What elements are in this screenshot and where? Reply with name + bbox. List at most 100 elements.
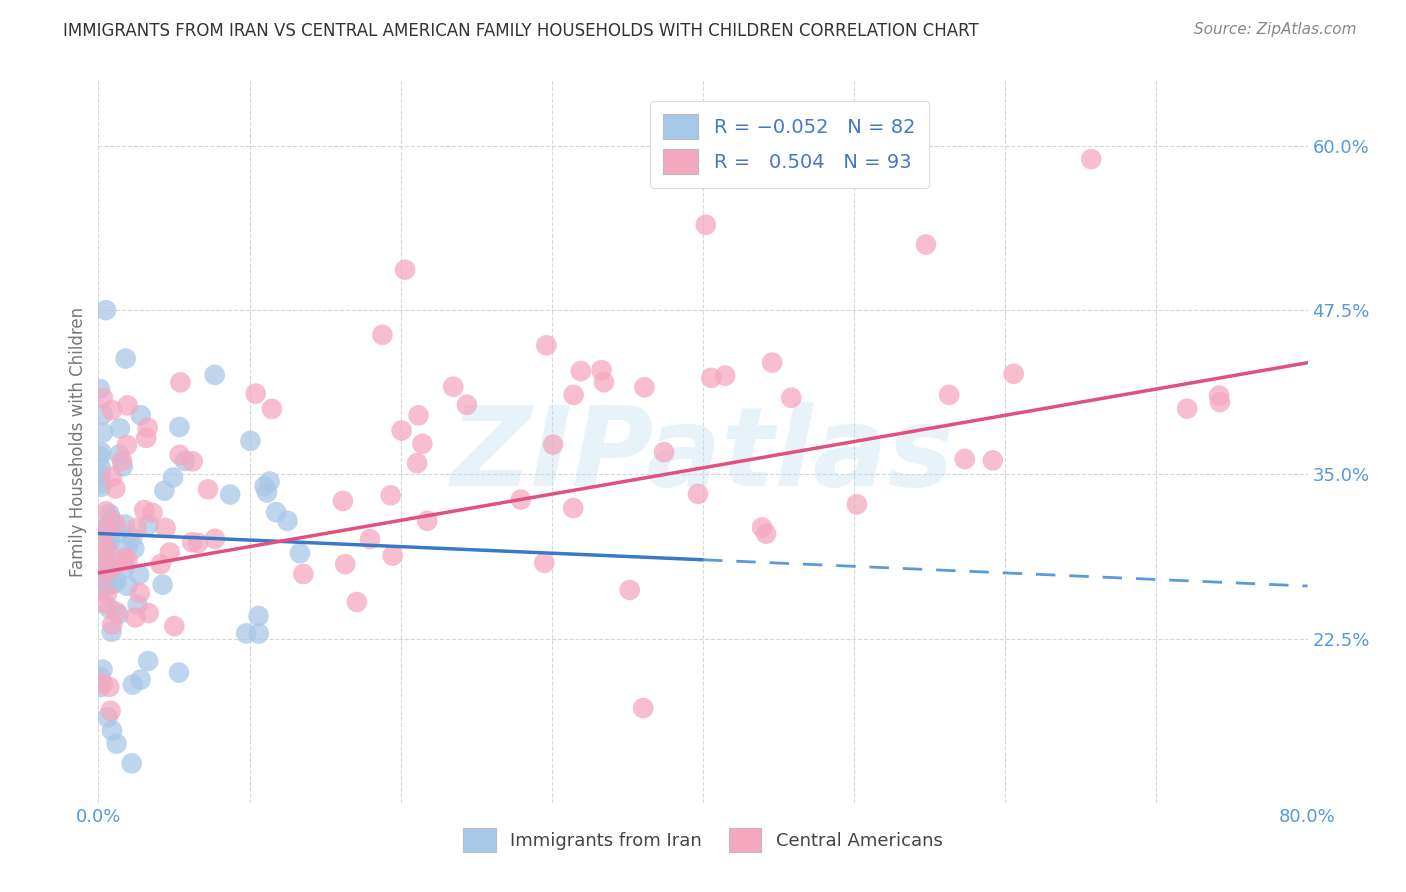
Point xyxy=(149,557,172,571)
Point xyxy=(381,549,404,563)
Point xyxy=(89,524,111,538)
Point xyxy=(981,453,1004,467)
Point xyxy=(124,610,146,624)
Point xyxy=(121,756,143,771)
Point xyxy=(117,553,139,567)
Point xyxy=(1175,401,1198,416)
Point xyxy=(128,567,150,582)
Point xyxy=(652,445,675,459)
Point xyxy=(714,368,737,383)
Point xyxy=(371,327,394,342)
Point xyxy=(135,431,157,445)
Point xyxy=(89,476,111,491)
Point xyxy=(125,521,148,535)
Point xyxy=(117,541,139,555)
Point xyxy=(169,420,191,434)
Point xyxy=(276,514,298,528)
Point xyxy=(136,654,159,668)
Point xyxy=(94,576,117,591)
Point xyxy=(121,531,143,545)
Point xyxy=(96,535,118,549)
Point xyxy=(96,710,118,724)
Y-axis label: Family Households with Children: Family Households with Children xyxy=(69,307,87,576)
Point xyxy=(98,534,121,549)
Point xyxy=(1002,367,1025,381)
Point xyxy=(89,450,111,464)
Point xyxy=(633,380,655,394)
Point xyxy=(114,550,136,565)
Point xyxy=(121,678,143,692)
Point xyxy=(256,485,278,500)
Point xyxy=(97,533,120,547)
Point xyxy=(90,460,112,475)
Point xyxy=(96,587,118,601)
Point xyxy=(89,535,111,549)
Point xyxy=(93,566,115,581)
Point xyxy=(569,364,592,378)
Point xyxy=(98,507,121,521)
Point xyxy=(100,704,122,718)
Point xyxy=(101,523,124,537)
Text: ZIPatlas: ZIPatlas xyxy=(451,402,955,509)
Point xyxy=(105,605,128,619)
Point xyxy=(91,408,114,422)
Point xyxy=(91,565,114,579)
Point xyxy=(780,391,803,405)
Point xyxy=(761,356,783,370)
Point xyxy=(94,504,117,518)
Point xyxy=(96,558,118,572)
Point xyxy=(91,539,114,553)
Point xyxy=(456,398,478,412)
Point xyxy=(91,567,114,582)
Point xyxy=(114,517,136,532)
Point xyxy=(174,454,197,468)
Point xyxy=(264,505,287,519)
Point xyxy=(288,546,311,560)
Point xyxy=(138,606,160,620)
Point xyxy=(247,626,270,640)
Point xyxy=(90,680,112,694)
Point xyxy=(90,445,112,459)
Point xyxy=(90,523,112,537)
Point xyxy=(411,437,433,451)
Point xyxy=(91,525,114,540)
Point xyxy=(686,487,709,501)
Point xyxy=(114,351,136,366)
Point xyxy=(346,595,368,609)
Point xyxy=(593,376,616,390)
Point xyxy=(245,386,267,401)
Point xyxy=(394,262,416,277)
Point xyxy=(751,520,773,534)
Point xyxy=(755,526,778,541)
Point xyxy=(101,403,124,417)
Point xyxy=(134,503,156,517)
Point xyxy=(633,701,655,715)
Point xyxy=(114,560,136,574)
Point xyxy=(111,459,134,474)
Point xyxy=(90,467,112,482)
Point xyxy=(152,577,174,591)
Point xyxy=(104,482,127,496)
Point xyxy=(938,388,960,402)
Point xyxy=(204,532,226,546)
Point xyxy=(89,583,111,598)
Point xyxy=(541,437,564,451)
Point xyxy=(129,409,152,423)
Point xyxy=(162,470,184,484)
Point xyxy=(153,483,176,498)
Point xyxy=(127,598,149,612)
Point xyxy=(103,577,125,591)
Point xyxy=(391,424,413,438)
Point xyxy=(138,517,160,532)
Point xyxy=(107,607,129,622)
Point xyxy=(259,475,281,489)
Point xyxy=(98,576,121,591)
Point xyxy=(359,532,381,546)
Point xyxy=(91,391,114,405)
Point xyxy=(96,544,118,558)
Point xyxy=(239,434,262,448)
Point xyxy=(100,512,122,526)
Point xyxy=(90,480,112,494)
Point xyxy=(1209,395,1232,409)
Point xyxy=(111,454,134,468)
